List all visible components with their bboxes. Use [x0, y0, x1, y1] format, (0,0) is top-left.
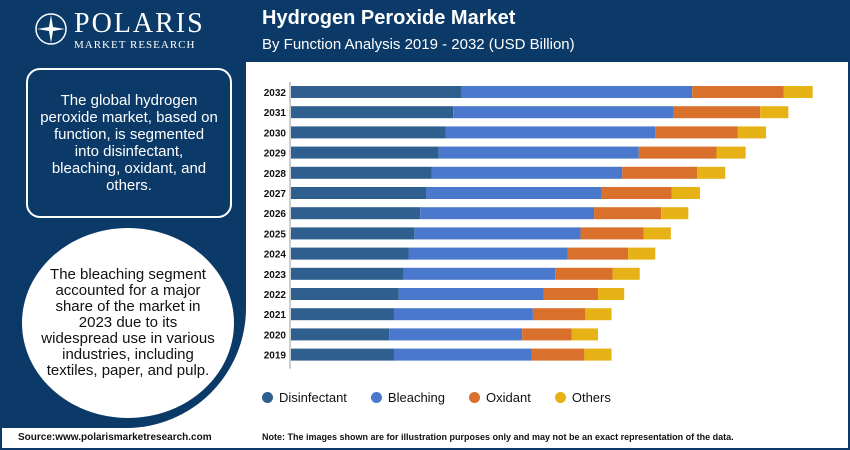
bar-segment-others	[661, 207, 689, 220]
bar-segment-oxidant	[555, 267, 613, 280]
legend-dot-icon	[554, 392, 566, 403]
bar-segment-oxidant	[622, 166, 698, 179]
bar-segment-others	[737, 126, 767, 139]
y-tick-label: 2025	[264, 229, 287, 240]
bar-segment-disinfectant	[291, 146, 439, 159]
bar-segment-disinfectant	[291, 348, 394, 361]
polaris-logo: POLARIS MARKET RESEARCH	[34, 8, 224, 54]
y-tick-label: 2023	[264, 270, 287, 281]
bar-segment-oxidant	[567, 247, 629, 260]
bar-segment-disinfectant	[291, 247, 409, 260]
bar-segment-oxidant	[522, 328, 572, 341]
legend-dot-icon	[469, 392, 481, 403]
y-tick-label: 2030	[264, 128, 287, 139]
bar-segment-others	[671, 187, 700, 199]
bar-segment-others	[597, 288, 625, 300]
bar-segment-disinfectant	[291, 308, 394, 321]
polaris-star-icon	[35, 13, 67, 45]
bar-segment-others	[584, 348, 612, 361]
bar-segment-disinfectant	[291, 227, 415, 240]
bar-segment-bleaching	[461, 86, 693, 98]
bar-segment-oxidant	[543, 288, 598, 300]
bar-segment-bleaching	[408, 247, 568, 260]
stacked-bar-chart: 2032 2031 2030 2029 2028 2027 2026 2025 2024 2023…	[264, 82, 813, 369]
bar-segment-oxidant	[594, 207, 662, 220]
y-tick-label: 2031	[264, 108, 287, 119]
bar-segment-bleaching	[431, 166, 623, 179]
brand-tagline: MARKET RESEARCH	[74, 39, 196, 51]
bar-segment-others	[628, 247, 656, 260]
bar-segment-others	[612, 267, 640, 280]
bar-segment-disinfectant	[291, 207, 421, 220]
legend-item-others: Others	[554, 390, 611, 405]
legend-label: Disinfectant	[279, 390, 347, 405]
bar-segment-others	[716, 146, 746, 159]
bar-segment-bleaching	[445, 126, 656, 139]
bar-segment-bleaching	[414, 227, 581, 240]
legend-dot-icon	[370, 392, 382, 403]
summary-box: The global hydrogen peroxide market, bas…	[26, 68, 232, 218]
legend-label: Others	[571, 390, 611, 405]
bar-segment-bleaching	[453, 106, 674, 119]
y-tick-label: 2032	[264, 88, 287, 99]
highlight-circle: The bleaching segment accounted for a ma…	[22, 228, 234, 418]
bar-segment-oxidant	[531, 348, 585, 361]
bar-segment-bleaching	[393, 348, 532, 361]
bar-segment-disinfectant	[291, 166, 432, 179]
bar-segment-others	[585, 308, 612, 321]
bar-segment-disinfectant	[291, 267, 404, 280]
bar-segment-disinfectant	[291, 187, 427, 199]
bar-segment-oxidant	[655, 126, 738, 139]
legend-item-bleaching: Bleaching	[370, 390, 446, 405]
source-text: Source:www.polarismarketresearch.com	[18, 432, 212, 443]
bar-segment-oxidant	[638, 146, 717, 159]
bar-segment-disinfectant	[291, 328, 390, 341]
bar-segment-bleaching	[420, 207, 595, 220]
bar-segment-others	[643, 227, 671, 240]
bar-segment-oxidant	[580, 227, 644, 240]
y-tick-label: 2022	[264, 290, 287, 301]
bar-segment-bleaching	[403, 267, 556, 280]
bar-segment-bleaching	[389, 328, 523, 341]
bar-segment-bleaching	[393, 308, 533, 321]
sidebar-panel: POLARIS MARKET RESEARCH The global hydro…	[0, 0, 246, 428]
y-tick-label: 2028	[264, 169, 287, 180]
bar-segment-oxidant	[692, 86, 784, 98]
chart-title: Hydrogen Peroxide Market	[262, 7, 516, 29]
bar-segment-oxidant	[532, 308, 586, 321]
chart-subtitle: By Function Analysis 2019 - 2032 (USD Bi…	[262, 36, 575, 53]
chart-legend: Disinfectant Bleaching Oxidant Others	[262, 390, 619, 405]
y-tick-label: 2029	[264, 149, 287, 160]
y-tick-label: 2026	[264, 209, 287, 220]
summary-text: The global hydrogen peroxide market, bas…	[40, 92, 218, 194]
bar-segment-bleaching	[438, 146, 639, 159]
legend-label: Oxidant	[486, 390, 531, 405]
y-tick-label: 2020	[264, 330, 287, 341]
bar-segment-disinfectant	[291, 86, 461, 98]
bar-segment-bleaching	[426, 187, 602, 199]
y-tick-label: 2024	[264, 250, 287, 261]
legend-item-oxidant: Oxidant	[469, 390, 531, 405]
bar-segment-oxidant	[601, 187, 672, 199]
bar-segment-disinfectant	[291, 106, 454, 119]
bar-segment-disinfectant	[291, 288, 399, 300]
bar-segment-bleaching	[398, 288, 544, 300]
bar-segment-others	[783, 86, 813, 98]
bar-segment-others	[760, 106, 789, 119]
header-band	[246, 0, 850, 62]
legend-item-disinfectant: Disinfectant	[262, 390, 347, 405]
bar-segment-others	[697, 166, 726, 179]
bar-segment-disinfectant	[291, 126, 446, 139]
brand-name: POLARIS	[74, 8, 205, 39]
y-tick-label: 2027	[264, 189, 287, 200]
bar-segment-oxidant	[673, 106, 761, 119]
bar-segment-others	[571, 328, 598, 341]
disclaimer-note: Note: The images shown are for illustrat…	[262, 432, 734, 442]
highlight-text: The bleaching segment accounted for a ma…	[41, 266, 215, 379]
y-tick-label: 2021	[264, 310, 287, 321]
y-tick-label: 2019	[264, 351, 287, 362]
legend-dot-icon	[262, 392, 273, 403]
legend-label: Bleaching	[387, 390, 446, 405]
